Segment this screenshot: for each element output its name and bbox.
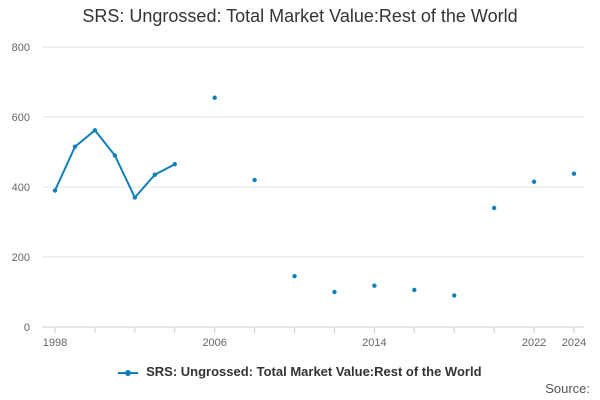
y-axis: 0 200 400 600 800 [12, 42, 30, 334]
data-point[interactable] [332, 289, 337, 295]
data-point[interactable] [112, 153, 118, 158]
series-group [52, 95, 577, 298]
y-tick-label: 200 [12, 252, 30, 264]
x-axis: 1998 2006 2014 2022 2024 [43, 327, 586, 349]
series-line-segment [153, 163, 176, 176]
series-line-segment [54, 145, 76, 192]
data-point[interactable] [491, 205, 497, 211]
x-tick-label: 1998 [43, 337, 67, 349]
legend-label: SRS: Ungrossed: Total Market Value:Rest … [146, 364, 482, 379]
data-point[interactable] [52, 188, 58, 193]
data-point[interactable] [412, 287, 417, 293]
series-line-segment [93, 129, 116, 157]
x-tick-label: 2006 [202, 337, 226, 349]
x-tick-label: 2014 [362, 337, 386, 349]
legend-swatch-icon [118, 368, 139, 378]
data-point[interactable] [92, 128, 98, 133]
y-tick-label: 0 [24, 322, 30, 334]
chart-title: SRS: Ungrossed: Total Market Value:Rest … [82, 6, 518, 26]
x-tick-label: 2024 [562, 337, 586, 349]
data-point[interactable] [571, 171, 577, 176]
data-point[interactable] [172, 162, 177, 167]
data-point[interactable] [531, 179, 537, 184]
y-tick-label: 800 [12, 42, 30, 54]
legend[interactable]: SRS: Ungrossed: Total Market Value:Rest … [0, 364, 600, 379]
data-point[interactable] [212, 95, 217, 100]
data-point[interactable] [452, 293, 457, 298]
x-tick-label: 2022 [522, 337, 546, 349]
y-tick-label: 400 [12, 182, 30, 194]
series-line-segment [113, 154, 136, 199]
data-point[interactable] [252, 177, 257, 183]
data-point[interactable] [152, 172, 158, 177]
series-line-segment [133, 173, 156, 199]
data-point[interactable] [372, 283, 377, 288]
data-point[interactable] [292, 274, 297, 279]
series-layer [52, 95, 577, 298]
y-tick-label: 600 [12, 112, 30, 124]
data-point[interactable] [132, 195, 138, 200]
series-line-segment [73, 129, 96, 148]
source-label: Source: [545, 381, 590, 396]
data-point[interactable] [72, 144, 78, 149]
grid-lines [42, 46, 584, 328]
